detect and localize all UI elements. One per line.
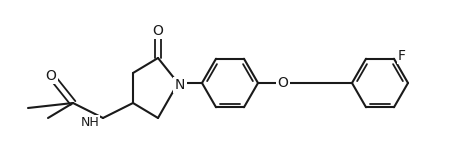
Text: O: O (152, 24, 163, 38)
Text: N: N (175, 78, 185, 92)
Text: O: O (46, 69, 57, 83)
Text: F: F (398, 49, 406, 63)
Text: O: O (278, 76, 288, 90)
Text: NH: NH (80, 117, 99, 130)
